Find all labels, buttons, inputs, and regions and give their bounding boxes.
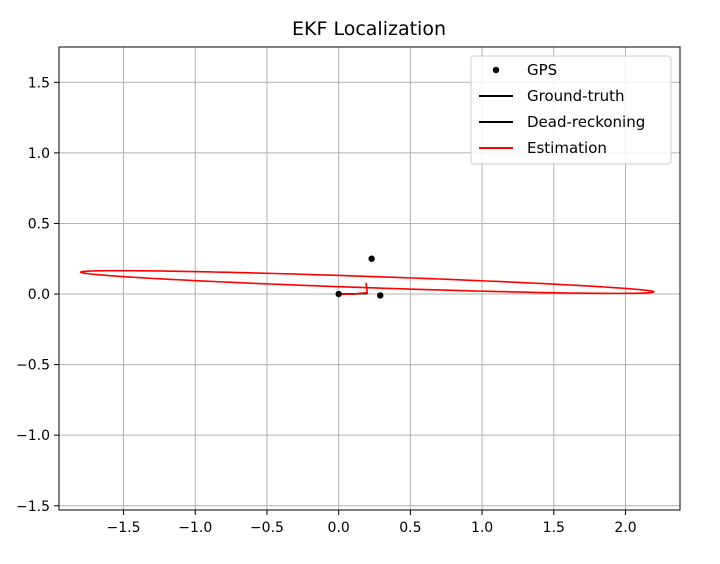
y-axis-ticks: −1.5 −1.0 −0.5 0.0 0.5 1.0 1.5 [16,75,59,515]
legend-marker-gps [492,66,500,74]
y-tick-label: 1.5 [28,75,50,91]
x-tick-label: 1.0 [471,520,493,536]
covariance-ellipse [79,269,655,295]
y-tick-label: −1.5 [16,499,50,515]
gps-point [335,290,342,298]
legend: GPS Ground-truth Dead-reckoning Estimation [470,55,672,165]
x-tick-label: −0.5 [250,520,284,536]
plot-frame [58,46,681,511]
legend-label: Ground-truth [527,87,625,105]
y-tick-label: −0.5 [16,358,50,374]
legend-label: GPS [527,61,557,79]
estimation-line [338,282,369,295]
x-tick-label: −1.0 [178,520,212,536]
legend-box [470,55,672,165]
legend-label: Estimation [527,139,607,157]
x-axis-ticks: −1.5 −1.0 −0.5 0.0 0.5 1.0 1.5 2.0 [107,510,637,536]
x-tick-label: 1.5 [543,520,565,536]
x-tick-label: 2.0 [614,520,636,536]
y-tick-label: 1.0 [28,146,50,162]
chart-title: EKF Localization [292,18,446,40]
legend-label: Dead-reckoning [527,113,645,131]
x-tick-label: 0.0 [328,520,350,536]
y-tick-label: 0.0 [28,287,50,303]
y-tick-label: −1.0 [16,428,50,444]
plot-data [79,255,655,299]
y-tick-label: 0.5 [28,216,50,232]
x-tick-label: −1.5 [107,520,141,536]
gps-point [377,292,384,299]
gps-point [368,255,375,262]
x-tick-label: 0.5 [399,520,421,536]
